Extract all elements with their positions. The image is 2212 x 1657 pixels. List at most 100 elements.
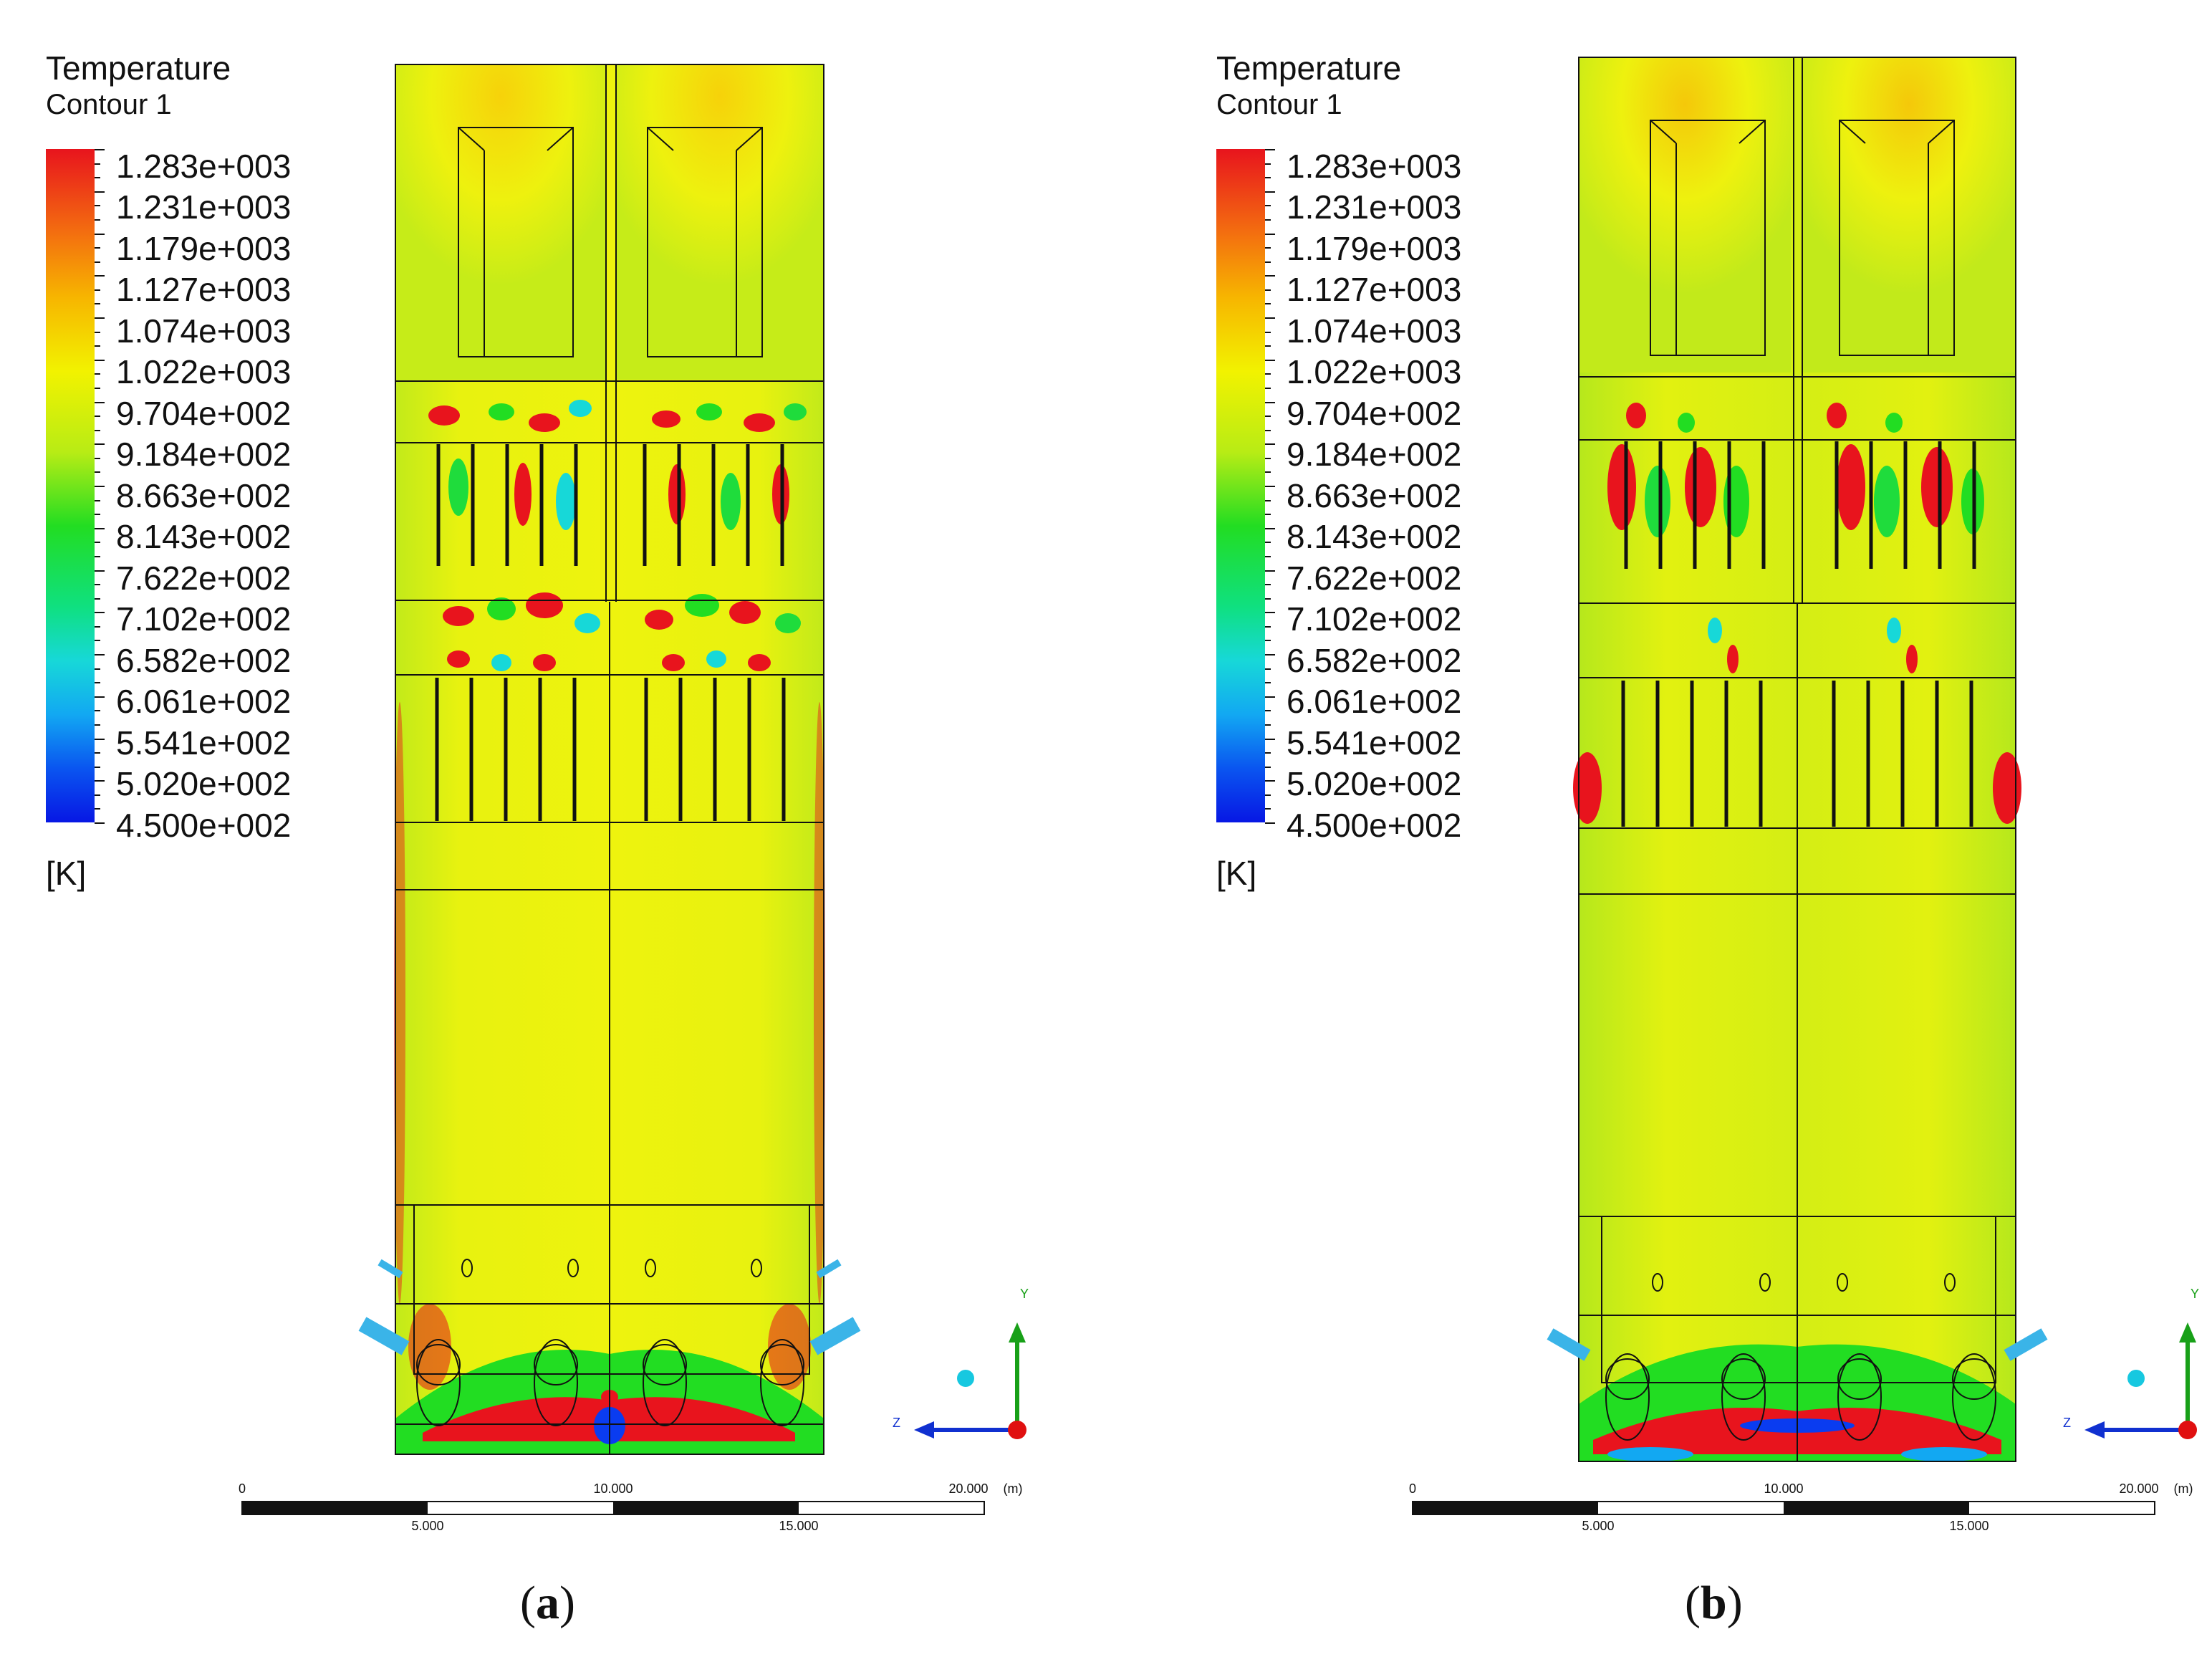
colorbar-tick [1265,387,1271,389]
colorbar-tick [95,499,100,501]
scale-bar: 0 10.000 20.000 (m) 5.000 15.000 [1409,1481,2193,1533]
legend-value: 5.541e+002 [1287,724,1462,762]
colorbar-tick [95,682,100,684]
colorbar-tick [95,486,105,487]
colorbar-tick [1265,682,1271,684]
panel-b: Temperature Contour 1 1.283e+003 1.231e+… [1106,0,2212,1657]
colorbar-tick [1265,555,1271,557]
y-axis-label: Y [1020,1287,1029,1301]
colorbar-tick [1265,317,1275,319]
tube-panels [435,444,786,821]
colorbar-tick [95,401,105,403]
axis-triad: Y Z [2063,1287,2199,1439]
colorbar-tick [95,317,105,319]
colorbar-tick [1265,654,1275,655]
colorbar-tick [1265,416,1271,418]
colorbar-tick [1265,514,1271,516]
colorbar-tick [1265,303,1271,305]
colorbar-tick [1265,163,1271,165]
caption-paren: ( [1685,1577,1701,1629]
legend-ticks [1265,149,1275,824]
scale-label: 0 [239,1481,246,1496]
colorbar-tick [1265,177,1271,179]
colorbar-tick [1265,499,1271,501]
colorbar-tick [95,738,105,740]
colorbar-tick [1265,668,1271,670]
colorbar-tick [95,668,100,670]
colorbar-tick [1265,218,1271,221]
colorbar-tick [1265,205,1271,207]
burners [416,1259,804,1426]
scale-label: 5.000 [1582,1519,1614,1533]
colorbar-tick [1265,822,1275,824]
contour-plot: Y Z 0 10.000 20.000 (m) 5.000 15.000 [1409,57,2199,1533]
legend-value: 1.074e+003 [1287,312,1462,350]
y-axis-label: Y [2191,1287,2199,1301]
colorbar-tick [95,443,105,446]
legend-unit: [K] [46,855,87,892]
colorbar-tick [1265,486,1275,487]
colorbar-tick [95,218,100,221]
caption-paren: ) [1726,1577,1743,1629]
colorbar-tick [95,149,105,150]
colorbar-tick [1265,738,1275,740]
colorbar-tick [95,514,100,516]
legend-value: 1.231e+003 [116,188,292,226]
colorbar-tick [95,359,105,361]
legend-subtitle: Contour 1 [46,89,172,120]
colorbar-tick [1265,373,1271,375]
geometry-outline [395,64,824,1455]
scale-label: 15.000 [779,1519,818,1533]
colorbar-tick [1265,401,1275,403]
scale-label: 20.000 [2119,1481,2158,1496]
colorbar-tick [95,527,105,529]
colorbar-tick [1265,527,1275,529]
colorbar-tick [1265,289,1271,291]
panel-a: Temperature Contour 1 1.283e+003 1.231e+… [46,49,1029,1630]
legend-value: 1.283e+003 [116,148,292,185]
z-axis-label: Z [893,1416,900,1430]
scale-label: 15.000 [1949,1519,1989,1533]
legend-value: 8.663e+002 [116,477,292,514]
legend-value: 9.184e+002 [1287,436,1462,473]
scale-bar: 0 10.000 20.000 (m) 5.000 15.000 [239,1481,1023,1533]
colorbar-tick [95,612,105,614]
scale-label: 5.000 [411,1519,443,1533]
colorbar-tick [1265,542,1271,544]
colorbar-tick [95,387,100,389]
legend-value: 1.179e+003 [1287,230,1462,267]
colorbar-tick [95,640,100,642]
colorbar-tick [1265,149,1275,150]
colorbar-tick [1265,696,1275,698]
colorbar-tick [95,163,100,165]
z-axis-label: Z [2063,1416,2071,1430]
legend-value: 8.143e+002 [116,518,292,555]
legend-value: 1.179e+003 [116,230,292,267]
colorbar-tick [95,555,100,557]
legend-value: 5.020e+002 [116,765,292,802]
legend-colorbar [46,149,95,822]
colorbar-tick [1265,457,1271,459]
colorbar-tick [1265,584,1271,586]
legend-value: 9.704e+002 [116,395,292,432]
colorbar-tick [95,247,100,249]
colorbar-tick [95,794,100,796]
legend-value: 8.663e+002 [1287,477,1462,514]
colorbar-tick [1265,233,1275,235]
caption: (a) [520,1576,575,1630]
caption-paren: ) [559,1577,575,1629]
geometry-outline [1578,57,2016,1462]
axis-triad: Y Z [893,1287,1029,1439]
scale-label: 0 [1409,1481,1416,1496]
colorbar-tick [1265,640,1271,642]
legend-title: Temperature [46,49,231,87]
colorbar-tick [95,429,100,431]
colorbar-tick [95,457,100,459]
colorbar-tick [95,191,105,193]
legend-value: 6.582e+002 [1287,642,1462,679]
legend-value: 5.020e+002 [1287,765,1462,802]
colorbar-tick [1265,766,1271,768]
colorbar-tick [1265,429,1271,431]
colorbar-tick [1265,359,1275,361]
colorbar-tick [95,205,100,207]
